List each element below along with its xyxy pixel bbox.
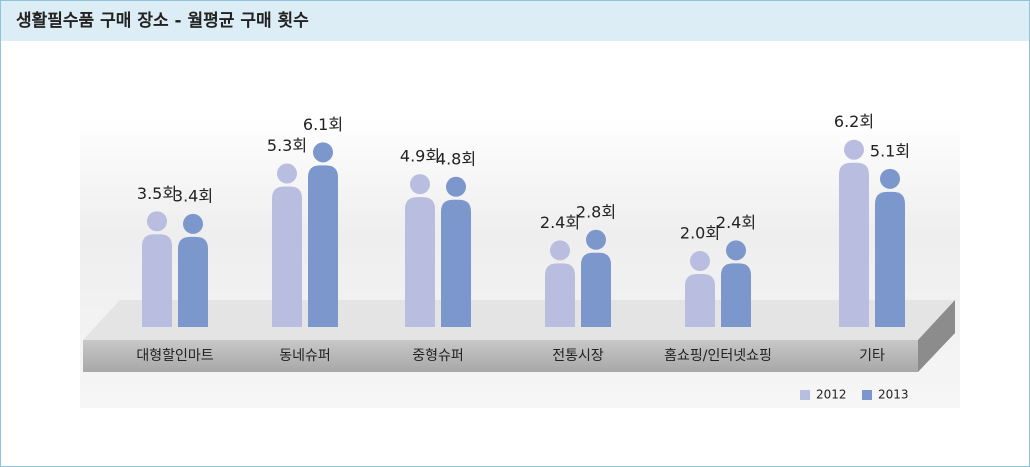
bar [142,234,172,327]
bar-head [446,176,466,197]
value-label: 6.2회 [834,112,874,131]
value-label: 4.8회 [436,149,476,168]
bar [721,263,751,327]
bar [441,199,471,327]
bar-head [844,139,864,160]
value-label: 6.1회 [303,115,343,134]
bar-head [880,168,900,189]
bar [839,162,869,327]
legend-label: 2013 [878,388,909,402]
bar [685,274,715,327]
chart-title: 생활필수품 구매 장소 - 월평균 구매 횟수 [16,10,309,31]
value-label: 2.4회 [540,213,580,232]
bar [178,236,208,327]
x-tick-label: 홈쇼핑/인터넷쇼핑 [664,348,772,364]
x-tick-label: 중형슈퍼 [412,348,464,364]
platform-front [83,340,918,372]
value-label: 3.4회 [173,186,213,205]
bar-head [410,174,430,195]
bar [272,186,302,327]
x-tick-label: 대형할인마트 [136,348,213,364]
x-tick-label: 동네슈퍼 [279,348,331,364]
platform-top [83,300,955,340]
value-label: 5.3회 [267,136,307,155]
value-label: 5.1회 [870,141,910,160]
header [1,1,1029,41]
legend-label: 2012 [816,388,847,402]
bar [308,165,338,327]
value-label: 2.0회 [680,224,720,243]
bar [581,252,611,327]
bar-head [277,163,297,184]
bar [875,191,905,327]
x-tick-label: 전통시장 [552,348,604,364]
bar-head [183,213,203,234]
legend-swatch [800,390,810,400]
value-label: 2.4회 [716,213,756,232]
bar-head [690,251,710,271]
bar [545,263,575,327]
value-label: 2.8회 [576,202,616,221]
bar-head [147,211,167,232]
bar-head [586,229,606,250]
legend-swatch [862,390,872,400]
value-label: 3.5회 [137,184,177,203]
bar [405,197,435,327]
platform-side [918,300,955,372]
bar-head [550,240,570,261]
value-label: 4.9회 [400,147,440,166]
x-tick-label: 기타 [859,348,885,364]
bar-head [726,240,746,261]
bar-head [313,142,333,163]
